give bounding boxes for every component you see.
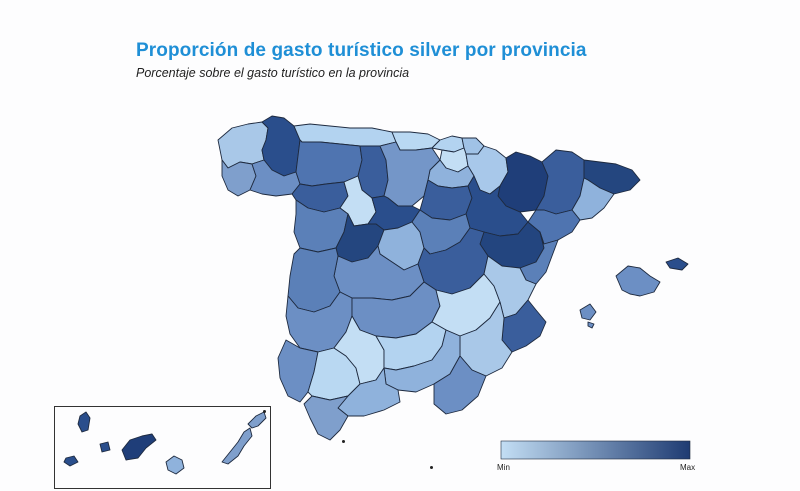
island-fuerteventura bbox=[221, 427, 253, 465]
province-huelva bbox=[277, 339, 319, 403]
province-almeria bbox=[433, 355, 487, 415]
legend-gradient bbox=[500, 440, 691, 460]
island-lanzarote bbox=[247, 411, 267, 429]
province-barcelona bbox=[571, 177, 615, 221]
legend-max-label: Max bbox=[680, 463, 696, 472]
island-tenerife bbox=[121, 433, 157, 461]
canary-islands-inset-frame bbox=[54, 406, 271, 489]
island-la-palma bbox=[77, 411, 91, 433]
island-el-hierro bbox=[63, 455, 79, 467]
island-la-gomera bbox=[99, 441, 111, 453]
map-subtitle: Porcentaje sobre el gasto turístico en l… bbox=[136, 66, 410, 80]
legend-min-label: Min bbox=[497, 463, 510, 472]
province-cadiz bbox=[303, 395, 349, 441]
island-gran-canaria bbox=[165, 455, 185, 475]
melilla-marker bbox=[430, 466, 433, 469]
province-mallorca bbox=[615, 265, 661, 297]
ceuta-marker bbox=[342, 440, 345, 443]
canary-islet-marker bbox=[263, 410, 266, 413]
province-granada bbox=[383, 329, 461, 393]
province-ibiza bbox=[579, 303, 597, 321]
province-formentera bbox=[587, 321, 595, 329]
map-title: Proporción de gasto turístico silver por… bbox=[136, 40, 587, 61]
province-menorca bbox=[665, 257, 689, 271]
